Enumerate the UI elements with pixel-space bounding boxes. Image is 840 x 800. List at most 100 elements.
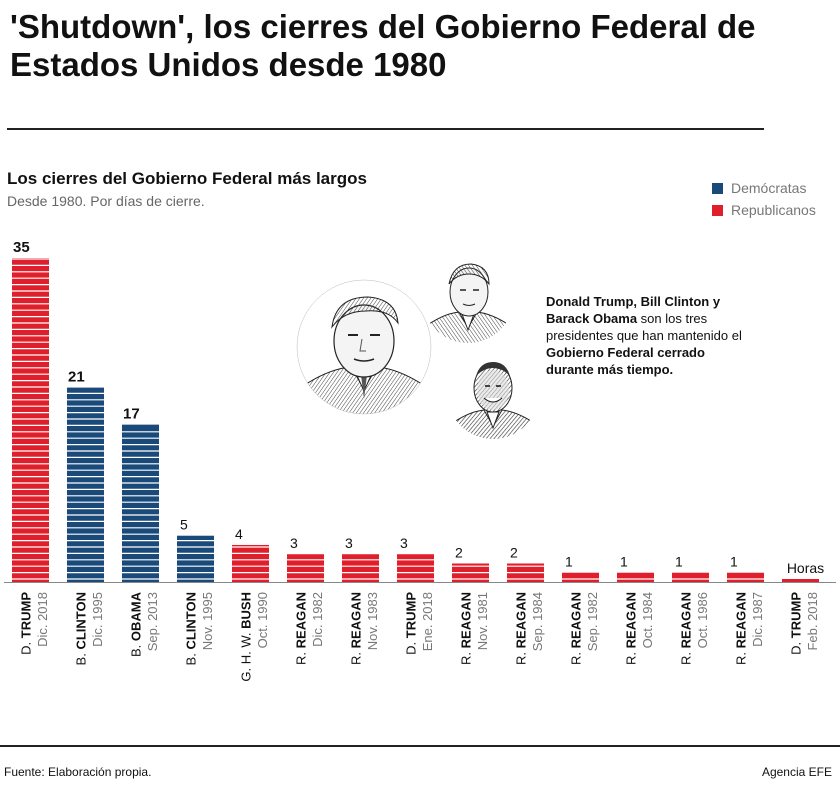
category-label-10: R. REAGAN [514, 592, 529, 665]
bar-fill-7 [342, 554, 379, 582]
category-president-initial: R. [734, 648, 749, 665]
bar-4 [177, 535, 214, 582]
category-date-12: Oct. 1984 [640, 592, 655, 648]
category-president-name: TRUMP [404, 592, 419, 639]
bar-5 [232, 544, 269, 582]
category-president-name: OBAMA [129, 591, 144, 641]
value-label-11: 1 [565, 554, 573, 570]
category-label-5: G. H. W. BUSH [239, 592, 254, 682]
value-label-7: 3 [345, 535, 353, 551]
category-president-name: REAGAN [349, 592, 364, 648]
bar-fill-1 [12, 258, 49, 582]
bar-fill-8 [397, 554, 434, 582]
value-label-12: 1 [620, 554, 628, 570]
category-president-initial: R. [349, 648, 364, 665]
value-label-6: 3 [290, 535, 298, 551]
category-president-name: REAGAN [514, 592, 529, 648]
category-president-initial: B. [74, 650, 89, 666]
category-president-name: REAGAN [734, 592, 749, 648]
category-president-name: CLINTON [184, 592, 199, 650]
value-label-13: 1 [675, 554, 683, 570]
bar-13 [672, 572, 709, 582]
category-president-initial: R. [294, 648, 309, 665]
category-president-name: REAGAN [569, 592, 584, 648]
category-date-14: Dic. 1987 [750, 592, 765, 647]
bar-9 [452, 563, 489, 582]
chart-title: Los cierres del Gobierno Federal más lar… [7, 169, 367, 188]
category-date-5: Oct. 1990 [255, 592, 270, 648]
category-president-initial: R. [624, 648, 639, 665]
category-label-2: B. CLINTON [74, 592, 89, 665]
bar-7 [342, 554, 379, 582]
category-president-name: REAGAN [459, 592, 474, 648]
bar-fill-4 [177, 535, 214, 582]
category-label-11: R. REAGAN [569, 592, 584, 665]
bar-fill-5 [232, 544, 269, 582]
chart-subtitle: Desde 1980. Por días de cierre. [7, 193, 205, 209]
agency-credit: Agencia EFE [761, 765, 832, 779]
category-date-11: Sep. 1982 [585, 592, 600, 651]
category-president-name: TRUMP [19, 592, 34, 639]
category-label-6: R. REAGAN [294, 592, 309, 665]
category-president-initial: D. [404, 638, 419, 655]
trump-portrait [296, 279, 432, 415]
category-president-name: REAGAN [679, 592, 694, 648]
category-president-initial: R. [459, 648, 474, 665]
value-label-15: Horas [787, 560, 824, 576]
bar-10 [507, 563, 544, 582]
value-label-2: 21 [68, 369, 85, 386]
bar-14 [727, 572, 764, 582]
category-president-name: REAGAN [294, 592, 309, 648]
legend-swatch-democrats [712, 182, 723, 194]
value-label-1: 35 [13, 239, 30, 256]
category-date-13: Oct. 1986 [695, 592, 710, 648]
category-date-3: Sep. 2013 [145, 592, 160, 651]
category-date-8: Ene. 2018 [420, 592, 435, 651]
category-president-initial: B. [184, 650, 199, 666]
category-president-initial: B. [129, 641, 144, 657]
category-president-initial: R. [679, 648, 694, 665]
category-label-7: R. REAGAN [349, 592, 364, 665]
category-label-9: R. REAGAN [459, 592, 474, 665]
legend-swatch-republicans [712, 204, 723, 216]
bar-12 [617, 572, 654, 582]
footer-divider [0, 745, 840, 747]
legend-item-republicans: Republicanos [712, 199, 816, 221]
category-president-name: REAGAN [624, 592, 639, 648]
category-date-2: Dic. 1995 [90, 592, 105, 647]
bar-3 [122, 424, 159, 582]
value-label-4: 5 [180, 517, 188, 533]
bar-fill-3 [122, 424, 159, 582]
bar-fill-13 [672, 572, 709, 582]
category-date-4: Nov. 1995 [200, 592, 215, 650]
category-date-10: Sep. 1984 [530, 592, 545, 651]
category-president-name: TRUMP [789, 592, 804, 639]
bar-fill-14 [727, 572, 764, 582]
page-title: 'Shutdown', los cierres del Gobierno Fed… [10, 8, 756, 83]
value-label-5: 4 [235, 526, 243, 542]
category-president-name: BUSH [239, 592, 254, 629]
bar-fill-6 [287, 554, 324, 582]
category-label-4: B. CLINTON [184, 592, 199, 665]
category-label-13: R. REAGAN [679, 592, 694, 665]
category-label-14: R. REAGAN [734, 592, 749, 665]
callout-bold-conclusion: Gobierno Federal cerrado durante más tie… [546, 345, 705, 377]
legend: Demócratas Republicanos [712, 177, 816, 221]
category-president-name: CLINTON [74, 592, 89, 650]
source-note: Fuente: Elaboración propia. [4, 765, 152, 779]
legend-label-republicans: Republicanos [731, 202, 816, 218]
callout-body: son los tres presidentes que han manteni… [546, 311, 742, 343]
category-label-1: D. TRUMP [19, 592, 34, 655]
value-label-10: 2 [510, 544, 518, 560]
category-date-7: Nov. 1983 [365, 592, 380, 650]
category-president-initial: G. H. W. [239, 629, 254, 682]
category-president-initial: R. [569, 648, 584, 665]
bar-11 [562, 572, 599, 582]
category-date-15: Feb. 2018 [805, 592, 820, 651]
category-date-1: Dic. 2018 [35, 592, 50, 647]
value-label-3: 17 [123, 406, 140, 423]
clinton-portrait [422, 251, 514, 343]
category-label-12: R. REAGAN [624, 592, 639, 665]
category-date-9: Nov. 1981 [475, 592, 490, 650]
obama-portrait [447, 347, 539, 439]
